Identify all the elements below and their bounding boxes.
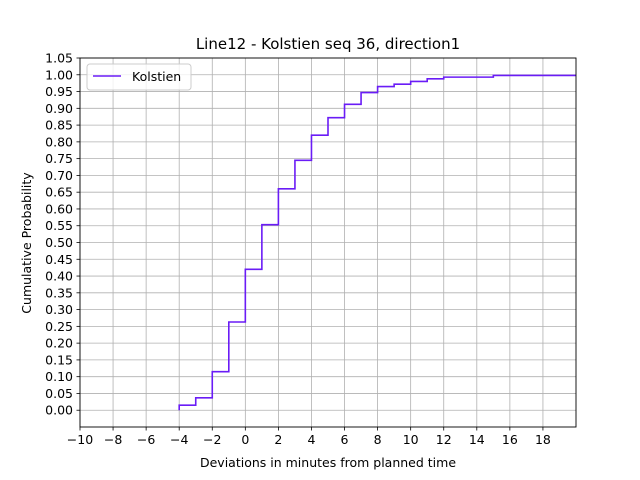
y-axis: 0.00 0.05 0.10 0.150.20 0.25 0.30 0.350.40 0.45… bbox=[45, 51, 80, 418]
y-tick-label: 0.35 bbox=[45, 285, 73, 300]
x-tick-label: −4 bbox=[170, 432, 188, 447]
chart-title: Line12 - Kolstien seq 36, direction1 bbox=[196, 35, 460, 53]
x-tick-label: −8 bbox=[104, 432, 122, 447]
series-line-kolstien bbox=[178, 74, 576, 411]
x-axis: −10 −8 −6 −4 −2 0 2 4 6 8 10 12 14 16 18 bbox=[67, 427, 551, 447]
y-tick-label: 0.20 bbox=[45, 336, 73, 351]
y-tick-label: 1.00 bbox=[45, 67, 73, 82]
legend-box bbox=[86, 63, 192, 91]
y-tick-label: 0.50 bbox=[45, 235, 73, 250]
y-tick-label: 0.60 bbox=[45, 201, 73, 216]
x-axis-title: Deviations in minutes from planned time bbox=[200, 455, 456, 470]
y-tick-label: 0.70 bbox=[45, 168, 73, 183]
x-tick-label: −6 bbox=[137, 432, 155, 447]
y-tick-label: 0.10 bbox=[45, 369, 73, 384]
x-tick-label: −10 bbox=[67, 432, 93, 447]
x-tick-label: 6 bbox=[341, 432, 349, 447]
y-tick-label: 0.90 bbox=[45, 101, 73, 116]
x-tick-label: 2 bbox=[274, 432, 282, 447]
series-layer bbox=[178, 74, 576, 411]
x-tick-label: 12 bbox=[436, 432, 452, 447]
x-tick-label: 18 bbox=[535, 432, 551, 447]
y-axis-title: Cumulative Probability bbox=[19, 172, 34, 314]
y-tick-label: 0.85 bbox=[45, 118, 73, 133]
y-tick-label: 0.45 bbox=[45, 252, 73, 267]
y-tick-label: 0.65 bbox=[45, 185, 73, 200]
y-tick-label: 0.25 bbox=[45, 319, 73, 334]
x-tick-label: 10 bbox=[403, 432, 419, 447]
y-tick-label: 0.80 bbox=[45, 134, 73, 149]
x-tick-label: −2 bbox=[203, 432, 221, 447]
y-tick-label: 1.05 bbox=[45, 51, 73, 66]
y-tick-label: 0.00 bbox=[45, 403, 73, 418]
legend-label-kolstien: Kolstien bbox=[132, 69, 181, 84]
grid bbox=[79, 57, 576, 427]
y-tick-label: 0.05 bbox=[45, 386, 73, 401]
x-tick-label: 0 bbox=[241, 432, 249, 447]
x-tick-label: 8 bbox=[374, 432, 382, 447]
y-tick-label: 0.95 bbox=[45, 84, 73, 99]
x-tick-label: 4 bbox=[307, 432, 315, 447]
x-tick-label: 16 bbox=[502, 432, 518, 447]
y-tick-label: 0.75 bbox=[45, 151, 73, 166]
x-tick-label: 14 bbox=[469, 432, 485, 447]
y-tick-label: 0.15 bbox=[45, 352, 73, 367]
legend: Kolstien bbox=[86, 63, 192, 91]
y-tick-label: 0.30 bbox=[45, 302, 73, 317]
y-tick-label: 0.40 bbox=[45, 269, 73, 284]
y-tick-label: 0.55 bbox=[45, 218, 73, 233]
